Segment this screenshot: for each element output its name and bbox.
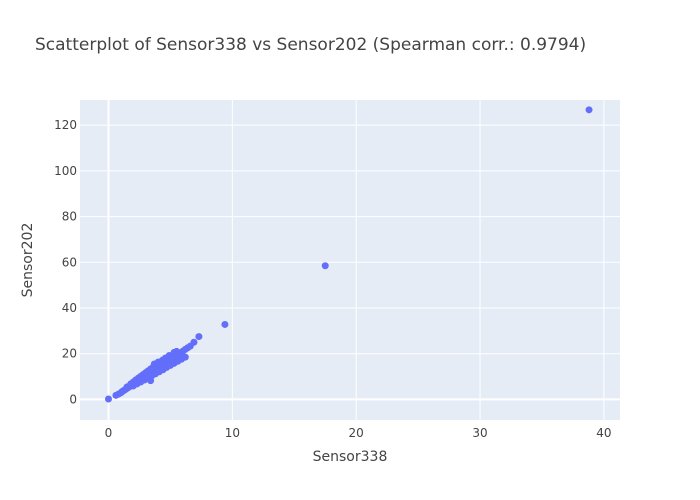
data-points [104, 106, 593, 403]
scatter-point [585, 106, 593, 114]
chart-title: Scatterplot of Sensor338 vs Sensor202 (S… [35, 35, 586, 55]
y-tick-label: 0 [69, 392, 77, 406]
scatter-point [104, 395, 112, 403]
x-tick-label: 10 [225, 426, 240, 440]
y-tick-label: 20 [62, 347, 77, 361]
grid-lines [80, 100, 620, 420]
x-tick-label: 20 [349, 426, 364, 440]
x-tick-label: 0 [105, 426, 113, 440]
scatter-point [150, 360, 158, 368]
x-tick-label: 30 [472, 426, 487, 440]
y-tick-label: 100 [54, 164, 77, 178]
y-tick-label: 80 [62, 210, 77, 224]
y-tick-label: 40 [62, 301, 77, 315]
y-tick-label: 120 [54, 118, 77, 132]
x-tick-label: 40 [596, 426, 611, 440]
scatter-point [190, 338, 198, 346]
scatter-point [147, 377, 155, 385]
scatter-point [321, 262, 329, 270]
tick-labels: 0 10 20 30 40 0 20 40 60 80 100 120 [54, 118, 611, 440]
scatter-point [181, 353, 189, 361]
scatter-point [195, 333, 203, 341]
x-axis-title: Sensor338 [313, 449, 388, 465]
scatter-point [165, 352, 173, 360]
y-tick-label: 60 [62, 255, 77, 269]
scatter-point [221, 320, 229, 328]
y-axis-title: Sensor202 [20, 223, 36, 298]
scatter-point [173, 347, 181, 355]
